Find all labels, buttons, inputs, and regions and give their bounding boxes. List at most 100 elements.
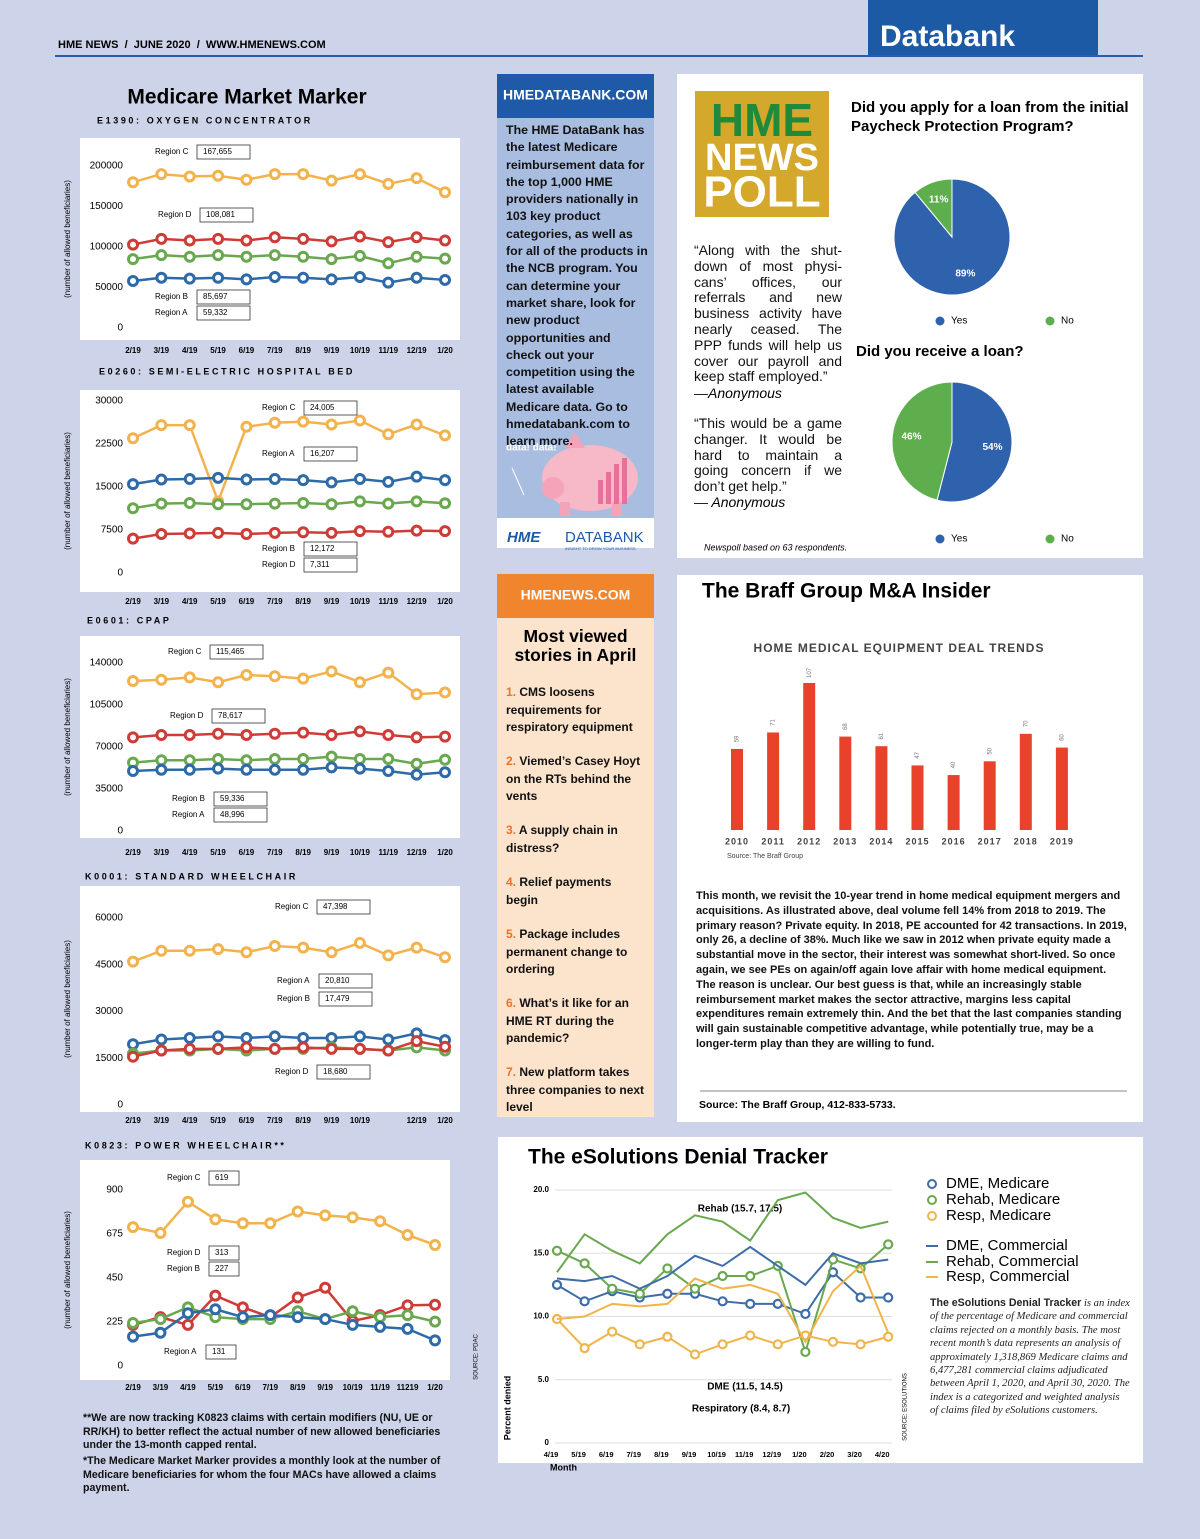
- data-bubble: data! data!: [506, 443, 557, 454]
- mmm-title: Medicare Market Marker: [127, 86, 366, 109]
- section-tab: [868, 0, 1098, 55]
- data-point: [155, 271, 168, 284]
- legend-label: Yes: [951, 534, 967, 545]
- data-point: [183, 1031, 196, 1044]
- data-point: [297, 232, 310, 245]
- legend-swatch: [1045, 534, 1055, 544]
- x-tick-label: 8/19: [290, 1383, 306, 1392]
- data-point: [353, 753, 366, 765]
- data-point: [717, 1339, 728, 1350]
- legend-label: Resp, Medicare: [946, 1207, 1051, 1224]
- data-point: [268, 1042, 281, 1055]
- x-tick-label: 6/19: [599, 1450, 614, 1459]
- data-point: [800, 1346, 811, 1358]
- x-tick-label: 10/19: [343, 1383, 364, 1392]
- callout-name: Region D: [262, 560, 296, 569]
- data-point: [325, 273, 338, 286]
- bar-value-label: 40: [951, 761, 957, 768]
- x-tick-label: 9/19: [324, 346, 340, 355]
- data-point: [212, 271, 225, 284]
- bar-value-label: 70: [1023, 720, 1029, 727]
- data-point: [429, 1298, 441, 1311]
- x-tick-label: 10/19: [350, 848, 371, 857]
- callout-value: 16,207: [310, 449, 335, 458]
- data-point: [410, 768, 423, 781]
- pie-slice: [936, 381, 1013, 503]
- y-tick-label: 20.0: [533, 1185, 549, 1194]
- data-point: [353, 270, 366, 283]
- callout-box: [303, 557, 358, 573]
- data-point: [240, 1031, 253, 1044]
- data-point: [579, 1343, 590, 1354]
- poll-logo-2: NEWS: [705, 137, 819, 179]
- x-tick-label: 2014: [869, 836, 893, 846]
- data-point: [325, 946, 338, 959]
- y-tick-label: 70000: [95, 742, 123, 753]
- data-point: [717, 1270, 728, 1282]
- legend-label: Resp, Commercial: [946, 1268, 1069, 1285]
- data-point: [212, 526, 225, 539]
- x-tick-label: 8/19: [654, 1450, 669, 1459]
- data-point: [154, 1313, 167, 1326]
- callout-box: [211, 708, 266, 724]
- x-tick-label: 2018: [1014, 836, 1038, 846]
- data-point: [127, 176, 139, 189]
- data-point: [382, 177, 395, 190]
- data-point: [374, 1320, 387, 1333]
- pie-label: 54%: [982, 442, 1002, 453]
- data-point: [439, 234, 451, 247]
- data-point: [268, 168, 281, 181]
- pdac-source: SOURCE: PDAC: [474, 1334, 480, 1380]
- data-point: [212, 232, 225, 245]
- data-point: [155, 673, 168, 686]
- legend-label: DME, Medicare: [946, 1175, 1049, 1192]
- data-point: [212, 498, 225, 511]
- piggy-bank: [511, 432, 638, 516]
- data-point: [155, 232, 168, 245]
- legend-label: No: [1061, 316, 1074, 327]
- callout-value: 59,336: [220, 794, 245, 803]
- data-point: [297, 497, 310, 510]
- data-point: [240, 1041, 253, 1054]
- callout-box: [208, 1245, 240, 1261]
- chart-code: E0260: SEMI-ELECTRIC HOSPITAL BED: [99, 366, 355, 376]
- x-tick-label: 10/19: [350, 346, 371, 355]
- data-point: [183, 170, 196, 183]
- callout-name: Region D: [158, 210, 192, 219]
- series-line: [556, 1245, 889, 1290]
- data-point: [410, 1035, 423, 1048]
- bar-value-label: 68: [843, 723, 849, 730]
- data-point: [634, 1288, 645, 1299]
- data-point: [297, 415, 310, 428]
- data-point: [325, 174, 338, 187]
- x-tick-label: 12/19: [407, 346, 428, 355]
- data-point: [183, 729, 196, 741]
- x-tick-label: 6/19: [239, 1116, 255, 1125]
- chart-code: E0601: CPAP: [87, 615, 171, 625]
- legend-label: No: [1061, 534, 1074, 545]
- data-point: [410, 271, 423, 284]
- data-point: [439, 686, 451, 699]
- es-source: SOURCE: ESOLUTIONS: [903, 1373, 909, 1441]
- x-tick-label: 8/19: [295, 346, 311, 355]
- data-point: [127, 675, 139, 687]
- x-tick-label: 2/19: [125, 1116, 141, 1125]
- y-axis-label: (number of allowed beneficiaries): [63, 1211, 72, 1329]
- data-point: [155, 249, 168, 262]
- x-tick-label: 11/19: [370, 1383, 390, 1392]
- x-tick-label: 2/19: [125, 346, 141, 355]
- x-tick-label: 2017: [978, 836, 1002, 846]
- data-point: [268, 670, 281, 683]
- data-point: [353, 230, 366, 243]
- data-point: [883, 1239, 894, 1250]
- callout-value: 18,680: [323, 1067, 348, 1076]
- es-xlabel: Month: [550, 1462, 577, 1472]
- data-point: [410, 731, 423, 744]
- data-point: [291, 1311, 304, 1324]
- mv-body-bg: [497, 618, 654, 1117]
- series-line: [556, 1191, 889, 1273]
- data-point: [353, 249, 366, 262]
- x-tick-label: 11/19: [378, 346, 398, 355]
- mv-text: CMS loosens requirements for respiratory…: [506, 685, 633, 734]
- data-point: [264, 1309, 277, 1322]
